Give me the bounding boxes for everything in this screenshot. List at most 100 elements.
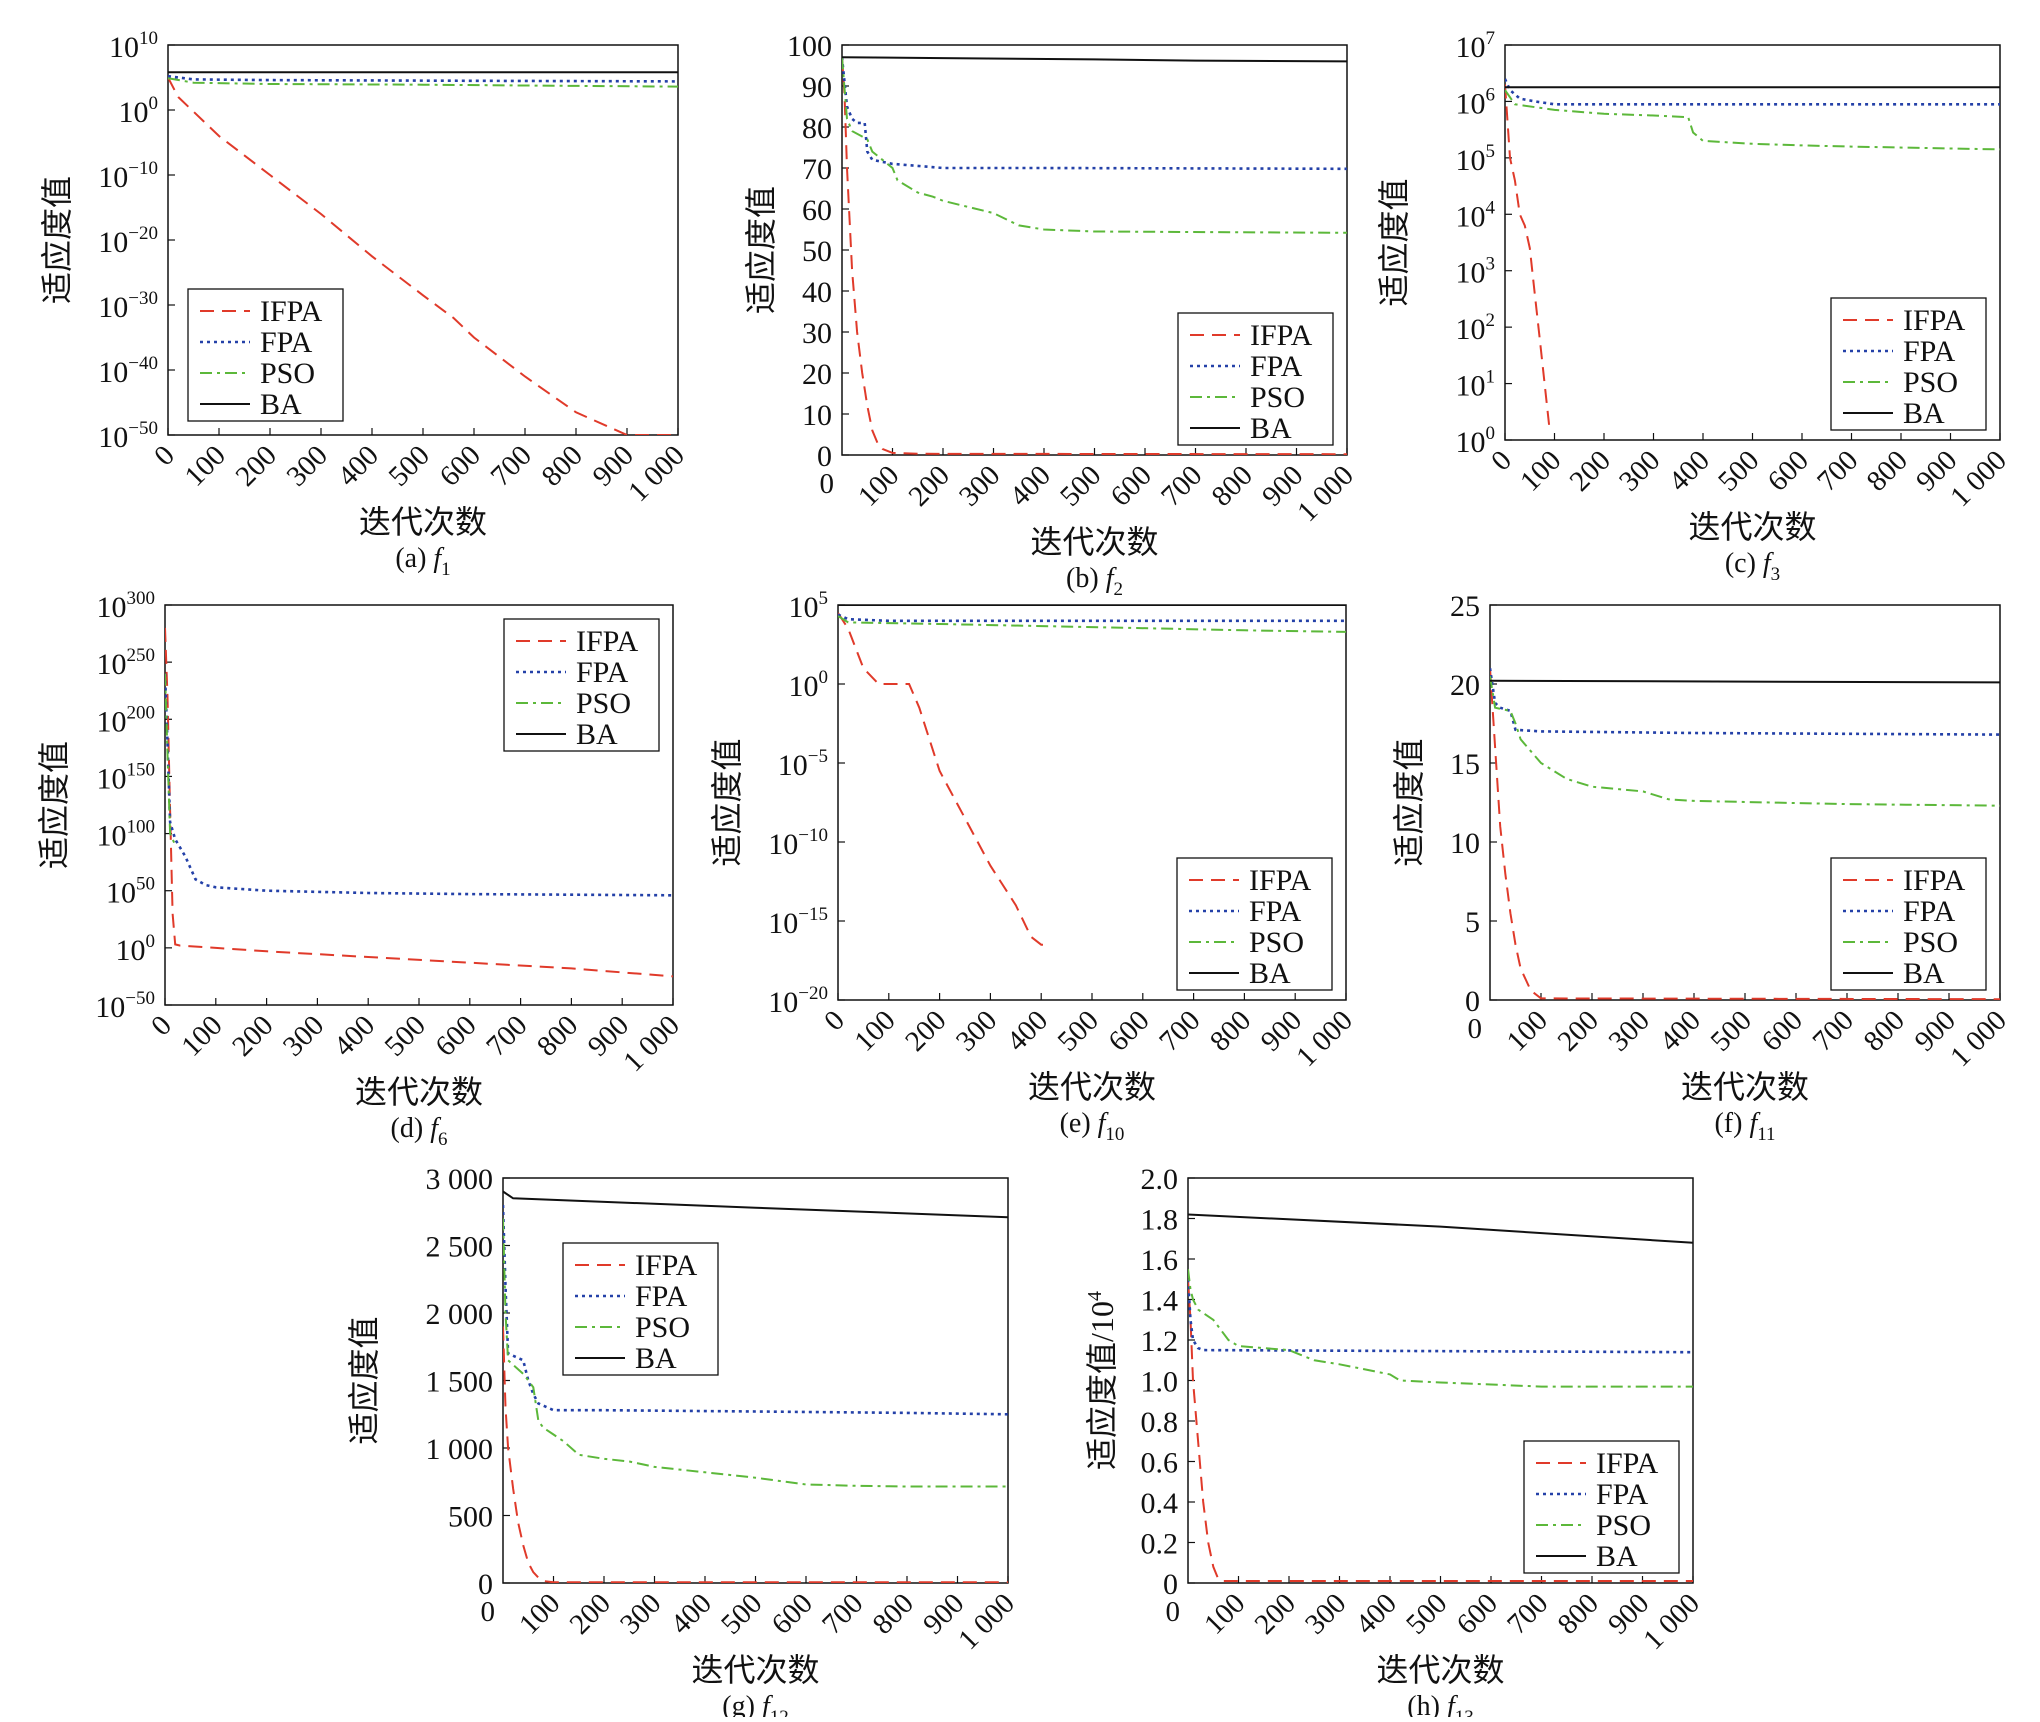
series-line-ba xyxy=(842,56,1347,63)
y-tick-label: 3 000 xyxy=(426,1163,494,1196)
x-tick-label: 600 xyxy=(1102,1004,1155,1057)
x-tick-label: 1 000 xyxy=(617,1009,686,1078)
y-tick-label: 0 xyxy=(478,1568,493,1601)
legend-label-pso: PSO xyxy=(1249,926,1304,959)
legend-label-fpa: FPA xyxy=(1596,1478,1649,1511)
y-tick-label: 10−5 xyxy=(778,746,828,782)
y-tick-label: 0 xyxy=(481,1596,496,1628)
series-line-ifpa xyxy=(168,77,678,435)
y-tick-label: 100 xyxy=(789,667,829,703)
x-tick-label: 800 xyxy=(1206,459,1259,512)
x-tick-label: 300 xyxy=(277,1009,330,1062)
y-tick-label: 0 xyxy=(1166,1596,1181,1628)
series-line-ifpa xyxy=(838,612,1047,946)
y-tick-label: 10−50 xyxy=(95,988,155,1024)
y-tick-label: 10−15 xyxy=(768,904,828,940)
y-tick-label: 80 xyxy=(802,112,832,145)
series-line-pso xyxy=(168,77,678,88)
legend-label-ba: BA xyxy=(576,718,618,751)
legend-label-pso: PSO xyxy=(576,687,631,720)
y-tick-label: 10−10 xyxy=(98,158,158,194)
x-tick-label: 800 xyxy=(867,1587,920,1640)
series-group xyxy=(165,627,673,978)
subplot-caption: (a) f1 xyxy=(395,543,450,580)
y-tick-label: 10 xyxy=(802,399,832,432)
y-tick-label: 100 xyxy=(787,30,832,63)
x-tick-label: 600 xyxy=(1105,459,1158,512)
y-tick-label: 10100 xyxy=(97,817,156,853)
series-line-ifpa xyxy=(1188,1279,1693,1582)
subplot-caption: (g) f12 xyxy=(722,1691,788,1717)
x-tick-label: 0 xyxy=(818,1004,851,1037)
x-tick-label: 600 xyxy=(766,1587,819,1640)
subplot-d: 1030010250102001015010100105010010−50010… xyxy=(36,588,686,1150)
subplot-b: 0102030405060708090100100200300400500600… xyxy=(743,30,1360,600)
x-axis-label: 迭代次数 xyxy=(691,1652,819,1688)
y-tick-label: 0 xyxy=(1468,1013,1483,1045)
y-tick-label: 107 xyxy=(1456,28,1496,64)
y-tick-label: 1.6 xyxy=(1141,1244,1179,1277)
legend-label-ifpa: IFPA xyxy=(635,1249,698,1282)
x-axis-label: 迭代次数 xyxy=(355,1074,483,1110)
series-line-fpa xyxy=(842,57,1347,171)
x-tick-label: 300 xyxy=(1603,1004,1656,1057)
x-tick-label: 800 xyxy=(531,1009,584,1062)
y-tick-label: 1.2 xyxy=(1141,1325,1179,1358)
x-tick-label: 400 xyxy=(1001,1004,1054,1057)
y-axis-label: 适应度值/104 xyxy=(1084,1291,1120,1470)
y-axis-label: 适应度值 xyxy=(1391,738,1427,866)
series-group xyxy=(168,71,678,435)
x-tick-label: 700 xyxy=(1501,1587,1554,1640)
x-tick-label: 0 xyxy=(145,1009,178,1042)
legend-label-ifpa: IFPA xyxy=(1903,304,1966,337)
x-axis-label: 迭代次数 xyxy=(1030,524,1158,560)
series-line-fpa xyxy=(165,673,673,897)
subplot-e: 10510010−510−1010−1510−20010020030040050… xyxy=(709,588,1359,1145)
y-tick-label: 20 xyxy=(802,358,832,391)
x-tick-label: 200 xyxy=(1552,1004,1605,1057)
y-tick-label: 0 xyxy=(817,440,832,473)
legend-label-pso: PSO xyxy=(1903,366,1958,399)
y-axis-label: 适应度值 xyxy=(39,176,75,304)
legend-label-ifpa: IFPA xyxy=(576,625,639,658)
legend-label-pso: PSO xyxy=(1903,926,1958,959)
legend-label-ifpa: IFPA xyxy=(260,295,323,328)
x-tick-label: 1 000 xyxy=(622,439,691,508)
subplot-caption: (e) f10 xyxy=(1060,1108,1125,1145)
y-tick-label: 10−40 xyxy=(98,353,158,389)
y-tick-label: 10−20 xyxy=(98,223,158,259)
series-line-ifpa xyxy=(1505,84,1551,429)
series-line-fpa xyxy=(1490,668,2000,736)
y-tick-label: 1050 xyxy=(106,874,155,910)
x-axis-label: 迭代次数 xyxy=(1688,509,1816,545)
y-tick-label: 103 xyxy=(1456,254,1496,290)
x-tick-label: 100 xyxy=(1501,1004,1554,1057)
legend-label-ba: BA xyxy=(1250,412,1292,445)
x-tick-label: 200 xyxy=(1564,444,1617,497)
series-line-fpa xyxy=(838,613,1346,623)
legend-label-fpa: FPA xyxy=(1903,895,1956,928)
y-axis-label: 适应度值 xyxy=(1376,178,1412,306)
series-line-pso xyxy=(838,615,1346,633)
series-line-ba xyxy=(1188,1213,1693,1244)
y-tick-label: 1.8 xyxy=(1141,1204,1179,1237)
x-tick-label: 500 xyxy=(1712,444,1765,497)
legend-label-ifpa: IFPA xyxy=(1903,864,1966,897)
x-axis-label: 迭代次数 xyxy=(1681,1069,1809,1105)
y-tick-label: 0.8 xyxy=(1141,1406,1179,1439)
x-tick-label: 700 xyxy=(816,1587,869,1640)
legend-label-ifpa: IFPA xyxy=(1250,319,1313,352)
x-tick-label: 700 xyxy=(1811,444,1864,497)
y-tick-label: 106 xyxy=(1456,84,1496,120)
series-line-pso xyxy=(1505,89,2000,151)
x-tick-label: 500 xyxy=(1400,1587,1453,1640)
x-tick-label: 800 xyxy=(1552,1587,1605,1640)
x-tick-label: 800 xyxy=(1861,444,1914,497)
x-tick-label: 300 xyxy=(953,459,1006,512)
x-tick-label: 600 xyxy=(1451,1587,1504,1640)
y-axis-label: 适应度值 xyxy=(346,1316,382,1444)
y-tick-label: 30 xyxy=(802,317,832,350)
series-group xyxy=(1505,78,2000,429)
